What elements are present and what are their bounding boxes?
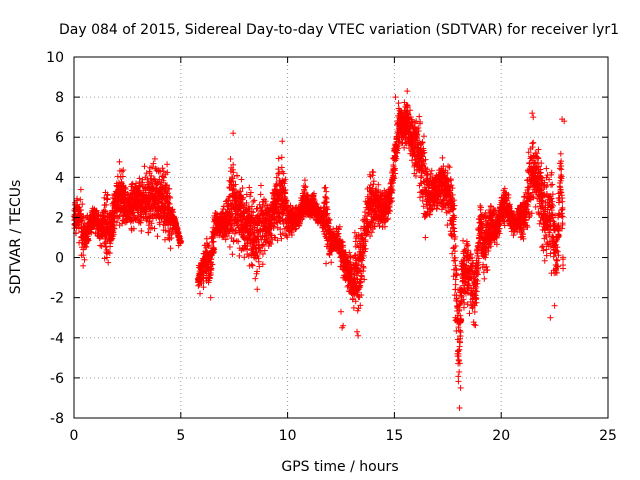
data-point [233, 237, 240, 244]
data-point [77, 206, 84, 213]
data-point [254, 286, 261, 293]
data-point [154, 233, 161, 240]
data-point [235, 238, 242, 245]
data-point [249, 262, 256, 269]
data-point [439, 154, 446, 161]
data-point [370, 169, 377, 176]
data-point [481, 275, 488, 282]
data-point [74, 195, 81, 202]
data-point [275, 155, 282, 162]
data-point [323, 188, 330, 195]
data-point [229, 251, 236, 258]
data-point [116, 158, 123, 165]
data-point [141, 163, 148, 170]
chart-title: Day 084 of 2015, Sidereal Day-to-day VTE… [59, 22, 619, 38]
data-point [301, 177, 308, 184]
data-point [81, 256, 88, 263]
data-point [77, 196, 84, 203]
data-point [241, 254, 248, 261]
data-point [455, 378, 462, 385]
data-point [450, 257, 457, 264]
data-point [370, 178, 377, 185]
data-point [105, 259, 112, 266]
data-point [257, 182, 264, 189]
data-point [444, 222, 451, 229]
grid-lines [74, 57, 608, 418]
data-point [83, 243, 90, 250]
data-point [80, 252, 87, 259]
data-point [416, 113, 423, 120]
data-point [456, 368, 463, 375]
data-point [80, 262, 87, 269]
data-point [395, 100, 402, 107]
data-point [151, 155, 158, 162]
data-point [452, 262, 459, 269]
data-point [250, 198, 257, 205]
data-point [167, 245, 174, 252]
data-point [328, 259, 335, 266]
data-point [227, 155, 234, 162]
data-point [138, 227, 145, 234]
data-point [77, 186, 84, 193]
data-point [106, 250, 113, 257]
data-point [257, 191, 264, 198]
data-point [252, 275, 259, 282]
data-point [120, 167, 127, 174]
data-point [428, 167, 435, 174]
data-point [79, 215, 86, 222]
data-point [302, 183, 309, 190]
data-point [164, 161, 171, 168]
data-point [85, 237, 92, 244]
data-point [417, 174, 424, 181]
data-point [236, 252, 243, 259]
data-point [278, 154, 285, 161]
data-point [251, 197, 258, 204]
data-point [420, 133, 427, 140]
data-point [466, 310, 473, 317]
data-point [456, 327, 463, 334]
data-points [71, 88, 568, 411]
data-point [226, 243, 233, 250]
data-point [452, 281, 459, 288]
data-point [238, 176, 245, 183]
data-point [107, 243, 114, 250]
data-point [80, 213, 87, 220]
data-point [446, 164, 453, 171]
data-point [322, 184, 329, 191]
data-point [79, 201, 86, 208]
data-point [460, 237, 467, 244]
